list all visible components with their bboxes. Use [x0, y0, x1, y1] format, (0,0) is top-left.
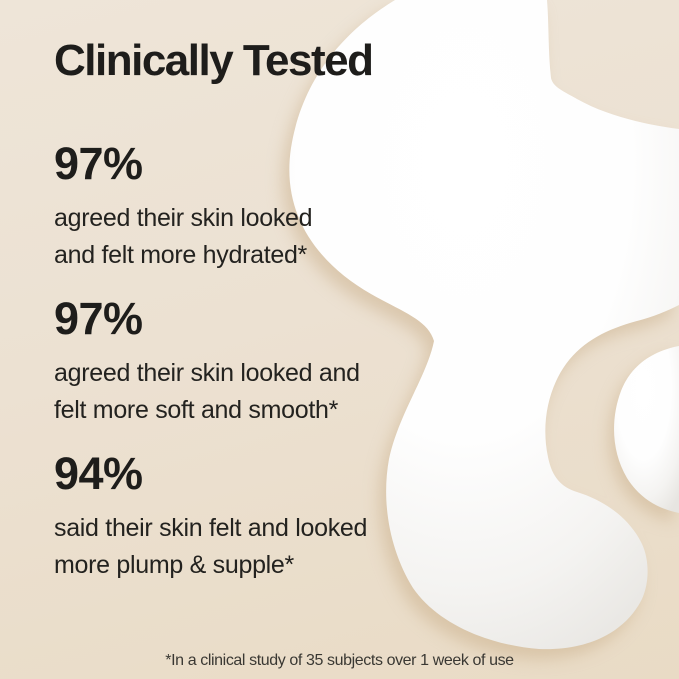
stat-description-line: agreed their skin looked and	[54, 359, 360, 387]
clinical-study-footnote: *In a clinical study of 35 subjects over…	[165, 652, 514, 669]
page-title: Clinically Tested	[54, 36, 374, 85]
stat-description-line: said their skin felt and looked	[54, 514, 368, 542]
stat-block-hydrated: 97% agreed their skin looked and felt mo…	[54, 138, 313, 274]
stat-description-line: more plump & supple*	[54, 551, 294, 579]
stat-description-line: and felt more hydrated*	[54, 241, 307, 269]
stat-value: 97%	[54, 138, 143, 189]
stat-block-soft-smooth: 97% agreed their skin looked and felt mo…	[54, 296, 360, 429]
stat-value: 94%	[54, 448, 143, 499]
stat-value: 97%	[54, 293, 143, 344]
stat-description-line: agreed their skin looked	[54, 204, 313, 232]
stat-block-plump-supple: 94% said their skin felt and looked more…	[54, 451, 367, 584]
stat-description-line: felt more soft and smooth*	[54, 396, 339, 424]
